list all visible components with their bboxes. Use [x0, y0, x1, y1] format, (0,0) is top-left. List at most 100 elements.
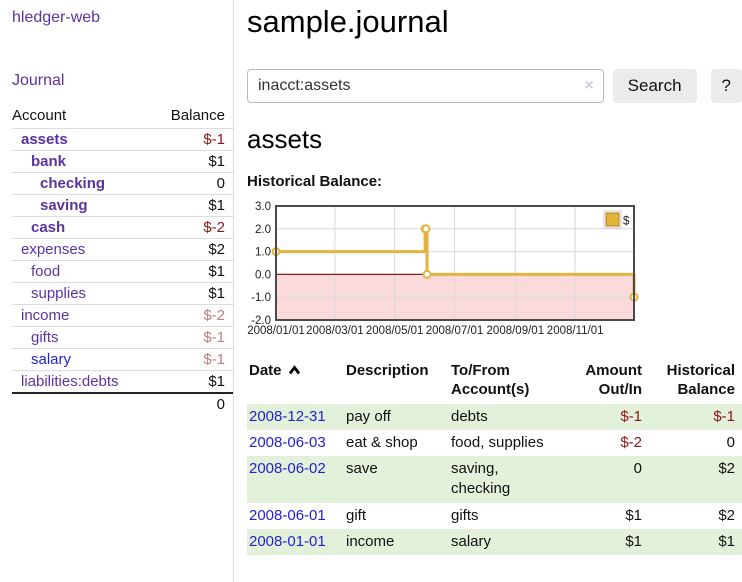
account-balance: $-1: [203, 329, 225, 346]
account-balance: $1: [208, 153, 225, 170]
transaction-balance: $-1: [713, 407, 735, 425]
accounts-total-value: 0: [216, 396, 225, 413]
transaction-balance: 0: [726, 433, 735, 451]
account-link[interactable]: food: [31, 263, 61, 280]
svg-text:$: $: [623, 215, 630, 227]
chart-section-label: Historical Balance:: [247, 172, 383, 190]
register-col-balance: Historical Balance: [666, 361, 735, 399]
account-balance: $1: [208, 197, 225, 214]
account-link[interactable]: checking: [40, 175, 106, 192]
transaction-date-link[interactable]: 2008-06-01: [249, 506, 326, 524]
svg-text:2008/05/01: 2008/05/01: [366, 325, 424, 337]
transaction-date-link[interactable]: 2008-06-03: [249, 433, 326, 451]
svg-text:2008/11/01: 2008/11/01: [547, 325, 604, 337]
transaction-date-link[interactable]: 2008-01-01: [249, 532, 326, 550]
register-row: 2008-06-01 gift gifts $1 $2: [247, 503, 742, 529]
transaction-description: income: [346, 532, 395, 550]
account-link[interactable]: cash: [31, 219, 66, 236]
register-row: 2008-06-02 save saving, checking 0 $2: [247, 456, 742, 503]
help-button[interactable]: ?: [710, 68, 742, 103]
register-row: 2008-06-03 eat & shop food, supplies $-2 0: [247, 430, 742, 456]
transaction-date-link[interactable]: 2008-06-02: [249, 460, 326, 478]
sidebar-item-journal[interactable]: Journal: [12, 72, 65, 89]
account-row: cash $-2: [12, 216, 233, 239]
account-row: checking 0: [12, 172, 233, 195]
transaction-accounts: food, supplies: [451, 433, 544, 451]
account-row: supplies $1: [12, 282, 233, 305]
svg-text:0.0: 0.0: [255, 269, 271, 281]
account-link[interactable]: gifts: [31, 329, 59, 346]
svg-text:2008/01/01: 2008/01/01: [247, 325, 305, 337]
account-row: bank $1: [12, 150, 233, 173]
account-link[interactable]: income: [21, 307, 70, 324]
account-balance: $-1: [203, 351, 225, 368]
transaction-amount: $-2: [620, 433, 642, 451]
transaction-accounts: saving, checking: [451, 460, 511, 498]
register-col-amount: Amount Out/In: [585, 361, 642, 399]
account-balance: $1: [208, 373, 225, 390]
account-balance: $2: [208, 241, 225, 258]
transaction-date-link[interactable]: 2008-12-31: [249, 407, 326, 425]
account-row: salary $-1: [12, 348, 233, 371]
register-col-description: Description: [346, 361, 429, 379]
svg-text:1.0: 1.0: [255, 246, 271, 258]
account-link[interactable]: saving: [40, 197, 88, 214]
accounts-col-balance: Balance: [170, 107, 225, 124]
transaction-description: gift: [346, 506, 367, 524]
account-link[interactable]: salary: [31, 351, 72, 368]
transaction-accounts: salary: [451, 532, 492, 550]
transaction-balance: $2: [718, 506, 735, 524]
transaction-amount: $-1: [620, 407, 642, 425]
register-row: 2008-01-01 income salary $1 $1: [247, 528, 742, 556]
account-row: gifts $-1: [12, 326, 233, 349]
accounts-table: Account Balance assets $-1 bank $1 checking 0…: [12, 103, 233, 415]
account-row: assets $-1: [12, 128, 233, 151]
transaction-description: pay off: [346, 407, 391, 425]
accounts-total-spacer: [12, 393, 152, 415]
register-tbody: 2008-12-31 pay off debts $-1 $-1 2008-06-03 ea…: [247, 403, 742, 556]
account-balance: $1: [208, 285, 225, 302]
register-col-date[interactable]: Date: [247, 359, 344, 404]
app-brand-link[interactable]: hledger-web: [12, 9, 101, 26]
transaction-amount: 0: [633, 460, 642, 478]
account-balance: $-1: [203, 131, 225, 148]
search-input[interactable]: [247, 68, 604, 103]
sort-ascending-icon: [288, 364, 300, 374]
search-form: × Search ?: [247, 68, 742, 103]
search-button[interactable]: Search: [612, 68, 697, 103]
account-balance: $-2: [203, 219, 225, 236]
account-row: expenses $2: [12, 238, 233, 261]
account-heading: assets: [247, 123, 323, 154]
transaction-description: save: [346, 460, 378, 478]
register-row: 2008-12-31 pay off debts $-1 $-1: [247, 403, 742, 430]
svg-text:-2.0: -2.0: [251, 315, 271, 327]
account-link[interactable]: assets: [21, 131, 68, 148]
transaction-amount: $1: [625, 506, 642, 524]
account-link[interactable]: liabilities:debts: [21, 373, 119, 390]
account-balance: $-2: [203, 307, 225, 324]
transaction-balance: $1: [718, 532, 735, 550]
account-balance: 0: [216, 175, 225, 192]
account-link[interactable]: expenses: [21, 241, 86, 258]
account-row: income $-2: [12, 304, 233, 327]
accounts-total-row: 0: [12, 393, 233, 415]
svg-text:-1.0: -1.0: [251, 292, 271, 304]
account-row: food $1: [12, 260, 233, 283]
accounts-col-account: Account: [12, 107, 67, 124]
svg-text:3.0: 3.0: [255, 201, 271, 213]
clear-search-icon[interactable]: ×: [584, 76, 594, 94]
account-link[interactable]: bank: [31, 153, 67, 170]
transaction-balance: $2: [718, 460, 735, 478]
svg-text:2008/09/01: 2008/09/01: [487, 325, 545, 337]
account-row: saving $1: [12, 194, 233, 217]
account-balance: $1: [208, 263, 225, 280]
account-link[interactable]: supplies: [31, 285, 87, 302]
transaction-accounts: debts: [451, 407, 488, 425]
search-input-wrap: ×: [247, 68, 604, 103]
main-content: sample.journal × Search ? assets Histori…: [247, 0, 742, 556]
svg-text:2008/07/01: 2008/07/01: [426, 325, 484, 337]
register-header-row: Date Description To/From Account(s) Amou…: [247, 359, 742, 404]
accounts-header-row: Account Balance: [12, 103, 233, 129]
register-col-accounts: To/From Account(s): [451, 361, 530, 399]
